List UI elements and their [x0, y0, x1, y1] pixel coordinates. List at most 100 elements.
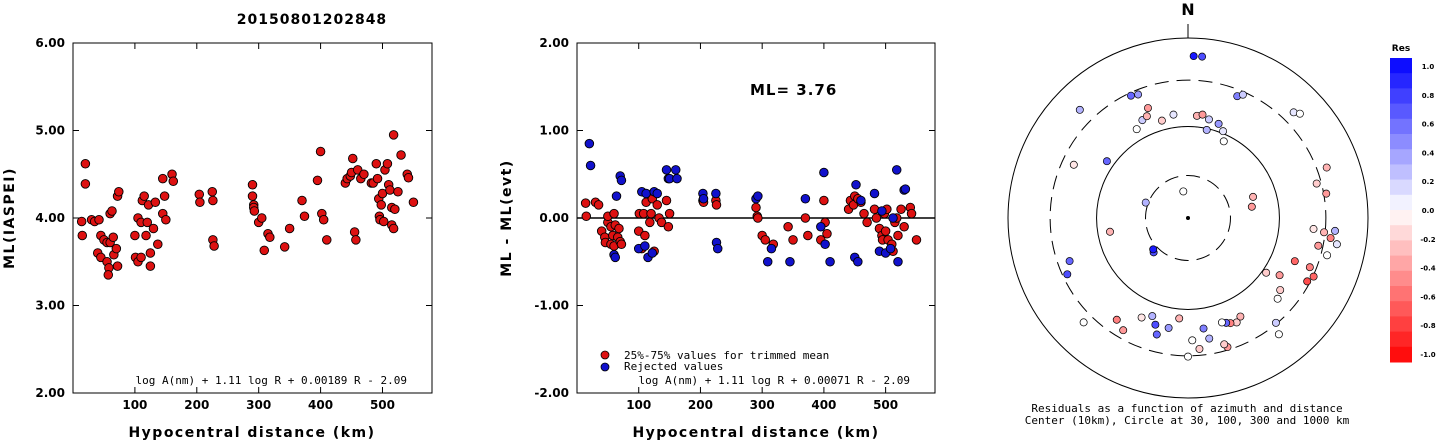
panel2-points	[580, 138, 922, 267]
data-point	[107, 206, 117, 216]
panel1-formula: log A(nm) + 1.11 log R + 0.00189 R - 2.0…	[135, 374, 407, 387]
data-point	[111, 243, 122, 254]
rejected-point	[766, 243, 777, 254]
station-points	[1063, 52, 1341, 361]
trimmed-point	[580, 198, 591, 208]
station-point	[1276, 286, 1285, 294]
station-point	[1249, 192, 1258, 201]
data-point	[139, 191, 149, 201]
station-point	[1274, 330, 1283, 339]
rejected-point	[856, 195, 866, 206]
trimmed-point	[893, 230, 903, 241]
station-point	[1149, 245, 1158, 254]
rejected-point	[712, 243, 723, 254]
trimmed-point	[646, 208, 656, 219]
data-point	[247, 179, 258, 190]
rejected-point	[671, 165, 681, 175]
trimmed-point	[645, 217, 655, 228]
rejected-point	[869, 188, 880, 199]
station-point	[1075, 105, 1084, 114]
station-point	[1312, 179, 1321, 188]
panel2-formula: log A(nm) + 1.11 log R + 0.00071 R - 2.0…	[638, 374, 910, 387]
colorbar-cell	[1390, 194, 1412, 211]
rejected-point	[585, 160, 596, 171]
station-point	[1205, 115, 1213, 124]
colorbar-title: Res	[1392, 44, 1410, 54]
data-point	[385, 185, 395, 195]
trimmed-point	[896, 204, 906, 214]
station-point	[1112, 315, 1121, 324]
data-point	[376, 200, 386, 210]
rejected-point	[888, 213, 898, 223]
colorbar-tick-label: -0.6	[1420, 293, 1435, 301]
data-point	[161, 214, 171, 225]
data-point	[249, 206, 260, 216]
data-point	[299, 211, 310, 221]
data-point	[322, 235, 332, 245]
station-point	[1148, 312, 1157, 321]
x-tick-label: 200	[688, 398, 713, 412]
data-point	[130, 230, 140, 241]
rejected-point	[851, 179, 861, 190]
panel2-x-label: Hypocentral distance (km)	[632, 425, 879, 441]
station-point	[1305, 263, 1314, 272]
station-point	[1198, 52, 1207, 61]
station-point	[1189, 52, 1198, 61]
colorbar-cell	[1390, 240, 1412, 257]
rejected-point	[672, 173, 682, 184]
y-tick-label: 6.00	[35, 36, 65, 50]
data-point	[247, 191, 258, 201]
data-point	[351, 235, 361, 245]
station-point	[1219, 127, 1228, 136]
trimmed-point	[788, 235, 798, 245]
station-point	[1238, 90, 1247, 99]
colorbar-tick-label: 0.6	[1422, 121, 1435, 129]
trimmed-point	[581, 211, 592, 221]
colorbar-cell	[1390, 103, 1412, 120]
station-point	[1314, 241, 1323, 250]
station-point	[1079, 318, 1088, 327]
legend: 25%-75% values for trimmed mean Rejected…	[600, 349, 829, 373]
colorbar-cell	[1390, 210, 1412, 226]
data-point	[136, 252, 146, 263]
colorbar-cell	[1390, 301, 1412, 317]
trimmed-point	[609, 208, 619, 219]
station-point	[1152, 330, 1161, 339]
station-point	[1326, 234, 1335, 242]
colorbar-ticks: 1.0 0.8 0.6 0.4 0.2 0.0 -0.2 -0.4 -0.6 -0.8 -1.0	[1420, 63, 1435, 359]
figure-title: 20150801202848	[237, 12, 387, 28]
colorbar-cell	[1390, 134, 1412, 150]
station-point	[1188, 336, 1197, 345]
data-point	[80, 158, 91, 169]
station-point	[1323, 251, 1332, 260]
rejected-point	[900, 184, 911, 194]
colorbar-tick-label: -0.4	[1420, 265, 1435, 273]
rejected-point	[825, 257, 835, 267]
station-point	[1195, 344, 1204, 353]
rejected-point	[616, 175, 627, 186]
trimmed-point	[871, 213, 882, 223]
data-point	[279, 242, 290, 252]
x-tick-label: 100	[626, 398, 651, 412]
station-point	[1332, 240, 1341, 249]
ring-100km	[1096, 126, 1280, 310]
station-point	[1065, 257, 1074, 266]
rejected-point	[885, 243, 896, 254]
station-point	[1262, 268, 1271, 277]
data-point	[145, 261, 156, 271]
rejected-point	[610, 252, 621, 263]
colorbar-tick-label: 0.4	[1422, 149, 1435, 157]
trimmed-point	[819, 195, 829, 206]
polar-caption-line2: Center (10km), Circle at 30, 100, 300 an…	[1025, 414, 1350, 427]
rejected-point	[800, 193, 811, 204]
data-point	[297, 195, 307, 206]
x-tick-label: 500	[370, 398, 395, 412]
data-point	[312, 175, 323, 186]
data-point	[150, 197, 161, 207]
data-point	[148, 223, 159, 234]
station-point	[1102, 157, 1111, 166]
rejected-point	[816, 221, 826, 232]
ring-300km	[1049, 79, 1327, 357]
data-point	[157, 173, 168, 184]
station-point	[1063, 270, 1072, 279]
